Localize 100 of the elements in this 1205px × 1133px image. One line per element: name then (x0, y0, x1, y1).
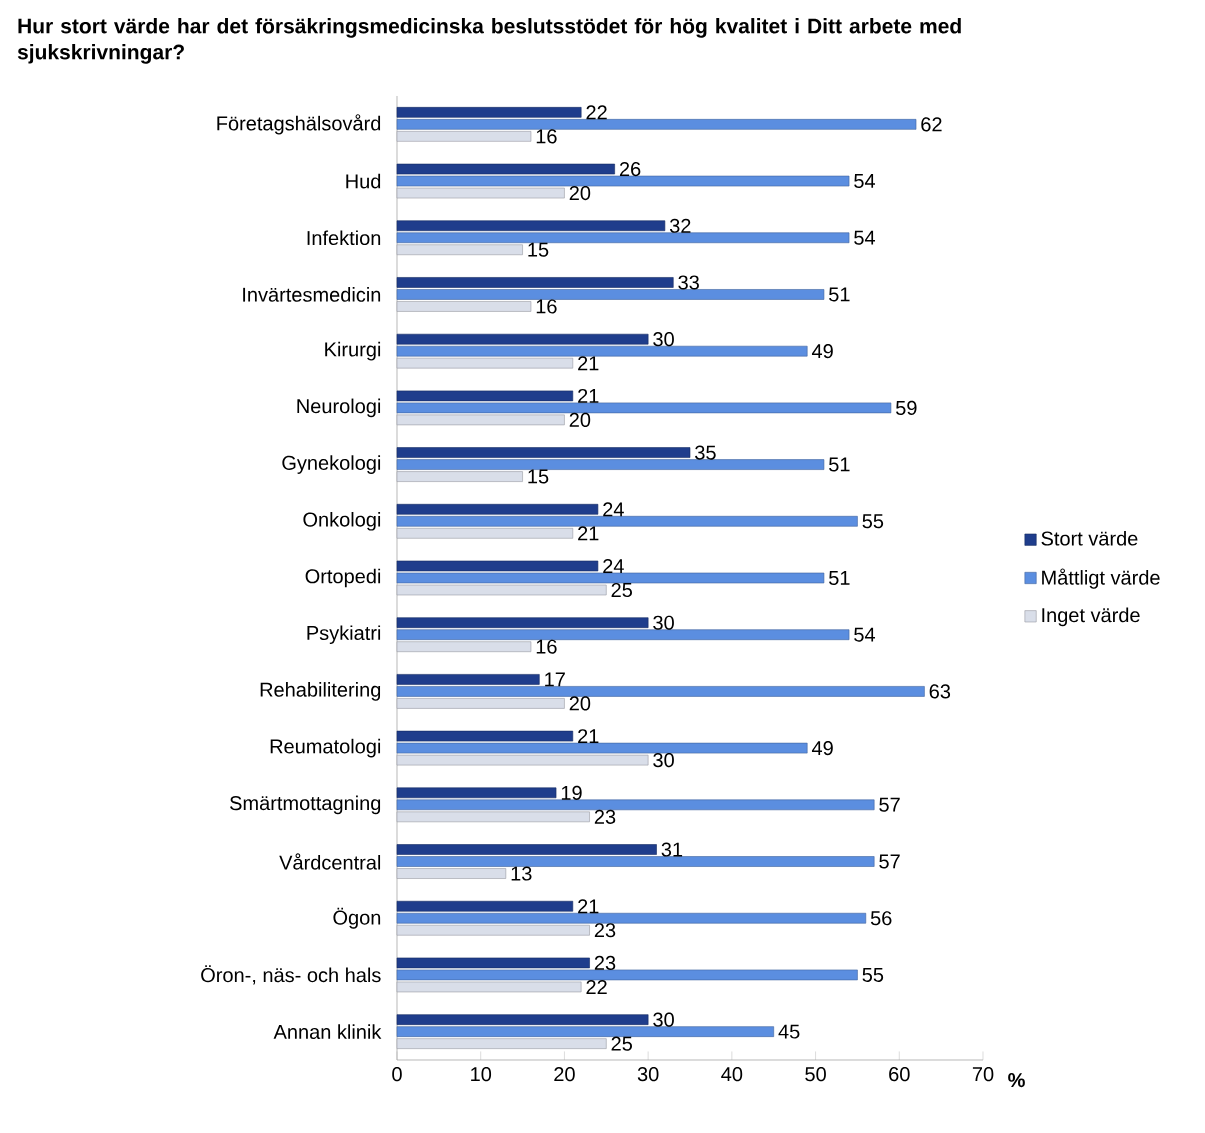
x-tick-label: 70 (972, 1067, 994, 1082)
bar (396, 900, 574, 912)
x-tick-label: 60 (889, 1067, 910, 1082)
y-tick-label: Företagshälsovård (217, 114, 381, 135)
bar (396, 402, 892, 414)
y-tick-label: Ortopedi (305, 568, 381, 588)
bar (396, 390, 574, 402)
x-tick-label: 40 (721, 1067, 743, 1082)
bar (396, 856, 875, 867)
bar (396, 345, 808, 357)
data-label: 24 (603, 502, 624, 517)
bar (396, 107, 582, 118)
data-label: 51 (829, 287, 850, 302)
data-label: 49 (811, 741, 833, 756)
bar (396, 560, 599, 572)
data-label: 15 (528, 469, 549, 484)
bar (396, 730, 574, 742)
bar (396, 1014, 649, 1025)
bar (396, 1026, 775, 1037)
bar (396, 333, 649, 345)
data-label: 35 (695, 445, 716, 460)
bar (396, 277, 674, 288)
data-label: 23 (594, 809, 616, 824)
chart-title: Hur stort värde har det försäkringsmedicinska beslutsstödet för hög kvalitet i Ditt arbete med sjukskrivningar? (17, 18, 961, 64)
bar (396, 163, 615, 175)
legend-label: Måttligt värde (1042, 568, 1160, 589)
data-label: 55 (862, 967, 884, 982)
data-label: 63 (929, 684, 951, 699)
bar (396, 787, 557, 799)
bar (396, 289, 825, 300)
bar (396, 754, 649, 766)
data-label: 62 (921, 117, 942, 132)
bar (396, 924, 590, 936)
bar (396, 414, 565, 426)
bar (396, 844, 657, 855)
data-label: 23 (594, 955, 616, 971)
data-label: 22 (586, 105, 607, 120)
y-tick-label: Infektion (307, 230, 381, 246)
bar (396, 811, 590, 823)
data-label: 31 (661, 842, 683, 857)
data-label: 33 (678, 275, 699, 290)
data-label: 17 (545, 672, 565, 687)
y-tick-label: Vårdcentral (279, 853, 381, 870)
bar (396, 527, 574, 539)
data-label: 56 (870, 911, 892, 926)
y-tick-label: Kirurgi (325, 341, 381, 361)
data-label: 16 (536, 129, 557, 144)
data-label: 54 (854, 174, 876, 189)
data-label: 24 (603, 559, 624, 573)
data-label: 25 (611, 1036, 632, 1051)
bar (396, 584, 607, 596)
data-label: 57 (879, 854, 900, 869)
data-label: 23 (594, 923, 616, 938)
bar (396, 617, 649, 628)
data-label: 20 (569, 412, 591, 427)
y-tick-label: Hud (346, 173, 381, 189)
legend-label: Stort värde (1041, 530, 1138, 546)
data-label: 51 (829, 571, 850, 585)
bar (396, 187, 565, 199)
data-label: 54 (854, 230, 876, 245)
bar (396, 131, 532, 142)
data-label: 21 (578, 526, 599, 541)
x-tick-label: 20 (554, 1067, 575, 1082)
data-label: 16 (536, 299, 557, 314)
data-label: 22 (586, 979, 607, 994)
bar (396, 957, 590, 969)
data-label: 30 (653, 332, 674, 347)
data-label: 25 (611, 582, 632, 598)
x-tick-label: 0 (392, 1067, 402, 1082)
data-label: 32 (669, 218, 691, 233)
data-label: 20 (569, 185, 591, 201)
data-label: 26 (619, 161, 641, 177)
y-tick-label: Gynekologi (282, 455, 381, 474)
data-label: 59 (896, 400, 917, 415)
bar (396, 301, 532, 312)
data-label: 16 (536, 639, 557, 654)
data-label: 21 (578, 356, 599, 371)
legend-label: Inget värde (1042, 607, 1140, 627)
bar (396, 981, 582, 993)
data-label: 49 (811, 344, 833, 359)
data-label: 45 (778, 1024, 800, 1039)
data-label: 15 (528, 242, 549, 257)
bar (396, 641, 532, 652)
x-tick-label: 30 (637, 1067, 659, 1082)
data-label: 30 (653, 753, 674, 768)
bar (396, 459, 825, 470)
bar (396, 674, 540, 685)
bar (396, 969, 858, 981)
data-label: 21 (578, 388, 599, 403)
data-label: 54 (854, 627, 876, 642)
y-tick-label: Annan klinik (273, 1024, 382, 1039)
bar (396, 1038, 607, 1049)
bar (396, 220, 666, 232)
data-label: 13 (511, 866, 532, 881)
data-label: 19 (561, 785, 582, 800)
data-label: 21 (578, 729, 599, 744)
bar (396, 447, 691, 458)
bar (396, 515, 858, 527)
y-tick-label: Onkologi (303, 511, 381, 531)
data-label: 51 (829, 457, 850, 472)
